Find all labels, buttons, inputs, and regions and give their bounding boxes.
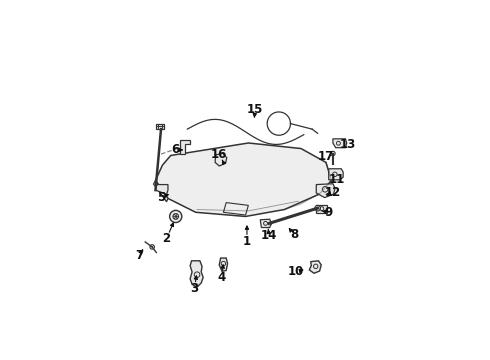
Text: 2: 2: [163, 232, 171, 245]
Polygon shape: [215, 153, 227, 166]
Circle shape: [170, 210, 182, 222]
Polygon shape: [260, 219, 271, 228]
Bar: [156, 124, 164, 129]
Text: 12: 12: [325, 186, 341, 199]
Polygon shape: [153, 180, 168, 202]
Polygon shape: [155, 143, 332, 216]
Text: 7: 7: [135, 249, 143, 262]
Text: 15: 15: [247, 103, 264, 116]
Text: 5: 5: [157, 190, 165, 203]
Text: 6: 6: [171, 143, 179, 157]
Polygon shape: [309, 261, 321, 273]
Circle shape: [150, 245, 154, 249]
Text: 11: 11: [329, 172, 345, 185]
Polygon shape: [316, 204, 327, 213]
Polygon shape: [333, 139, 347, 148]
Text: 17: 17: [318, 150, 334, 163]
Polygon shape: [329, 169, 343, 180]
Polygon shape: [190, 261, 203, 287]
Circle shape: [331, 151, 335, 156]
Polygon shape: [155, 185, 168, 194]
Text: 8: 8: [290, 228, 298, 241]
Polygon shape: [316, 184, 335, 198]
Text: 3: 3: [190, 282, 198, 295]
Polygon shape: [180, 140, 190, 154]
Text: 16: 16: [211, 148, 227, 161]
Circle shape: [267, 221, 271, 226]
Text: 1: 1: [243, 235, 251, 248]
Text: 9: 9: [324, 206, 333, 219]
Text: 10: 10: [287, 265, 304, 278]
Text: 4: 4: [218, 271, 226, 284]
Polygon shape: [219, 258, 227, 271]
Text: 13: 13: [340, 138, 356, 151]
Text: 14: 14: [261, 229, 277, 242]
Circle shape: [315, 205, 320, 211]
